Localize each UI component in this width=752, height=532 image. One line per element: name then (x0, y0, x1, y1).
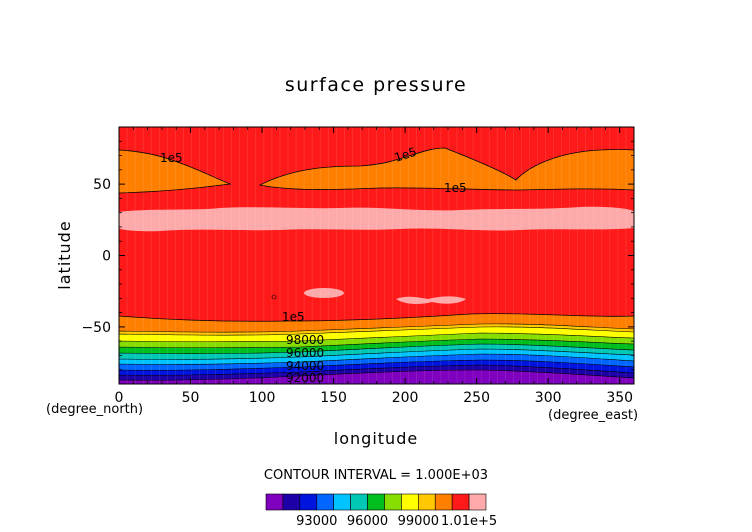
y-unit-label: (degree_north) (46, 402, 143, 417)
colorbar-swatch (468, 493, 487, 511)
contour-fill-north-orange-2 (258, 147, 634, 191)
x-axis-title: longitude (334, 429, 418, 448)
chart-title: surface pressure (285, 74, 467, 96)
contour-labels: 1e5 1e5 1e5 1e5 98000 96000 94000 92000 (160, 145, 467, 385)
contour-fill-pink-island-1 (304, 288, 344, 298)
y-tick-label: 50 (93, 177, 111, 193)
y-tick-label: 0 (102, 249, 111, 265)
contour-label: 1e5 (444, 181, 467, 195)
contour-label: 94000 (286, 359, 324, 373)
contour-small-loop (271, 294, 277, 300)
x-tick-label: 100 (249, 390, 276, 406)
contour-label: 1e5 (160, 151, 183, 165)
x-unit-label: (degree_east) (548, 408, 638, 423)
x-tick-label: 50 (182, 390, 200, 406)
contour-label: 98000 (286, 333, 324, 347)
contour-label: 96000 (286, 346, 324, 360)
x-tick-label: 200 (392, 390, 419, 406)
y-tick-label: −50 (81, 320, 111, 336)
colorbar-swatch (384, 493, 402, 511)
colorbar-swatch (451, 493, 470, 511)
colorbar-tick-label: 96000 (347, 514, 388, 529)
x-tick-label: 250 (463, 390, 490, 406)
y-axis-title: latitude (55, 220, 74, 289)
colorbar-tick-label: 93000 (296, 514, 337, 529)
colorbar-swatch (350, 493, 368, 511)
contour-fill-pink-island-2 (396, 296, 466, 304)
contour-interval-label: CONTOUR INTERVAL = 1.000E+03 (264, 468, 488, 483)
x-tick-label: 300 (535, 390, 562, 406)
contour-label: 1e5 (282, 310, 305, 324)
colorbar-swatch (333, 493, 351, 511)
colorbar-swatch (282, 493, 301, 511)
colorbar-swatch (265, 493, 284, 511)
x-tick-label: 150 (320, 390, 347, 406)
contour-fill-north-orange (119, 149, 232, 194)
colorbar-swatch (401, 493, 419, 511)
y-axis: 50 0 −50 (81, 140, 634, 371)
colorbar-tick-label: 1.01e+5 (441, 514, 497, 529)
contour-label: 92000 (286, 371, 324, 385)
colorbar-tick-label: 99000 (398, 514, 439, 529)
x-tick-label: 350 (606, 390, 633, 406)
grid-lines (119, 127, 634, 384)
colorbar-swatch (367, 493, 385, 511)
colorbar-swatch (434, 493, 453, 511)
plot-area (119, 127, 634, 384)
colorbar-swatch (299, 493, 318, 511)
colorbar (265, 493, 487, 511)
colorbar-swatch (316, 493, 334, 511)
contour-fill-pink-band (119, 206, 634, 232)
contour-label: 1e5 (393, 145, 419, 165)
colorbar-labels: 93000 96000 99000 1.01e+5 (296, 514, 497, 529)
x-tick-label: 0 (115, 390, 124, 406)
colorbar-swatch (418, 493, 436, 511)
x-axis: 0 50 100 150 200 250 300 350 (115, 127, 633, 406)
contour-fill-south-purple (119, 369, 634, 384)
